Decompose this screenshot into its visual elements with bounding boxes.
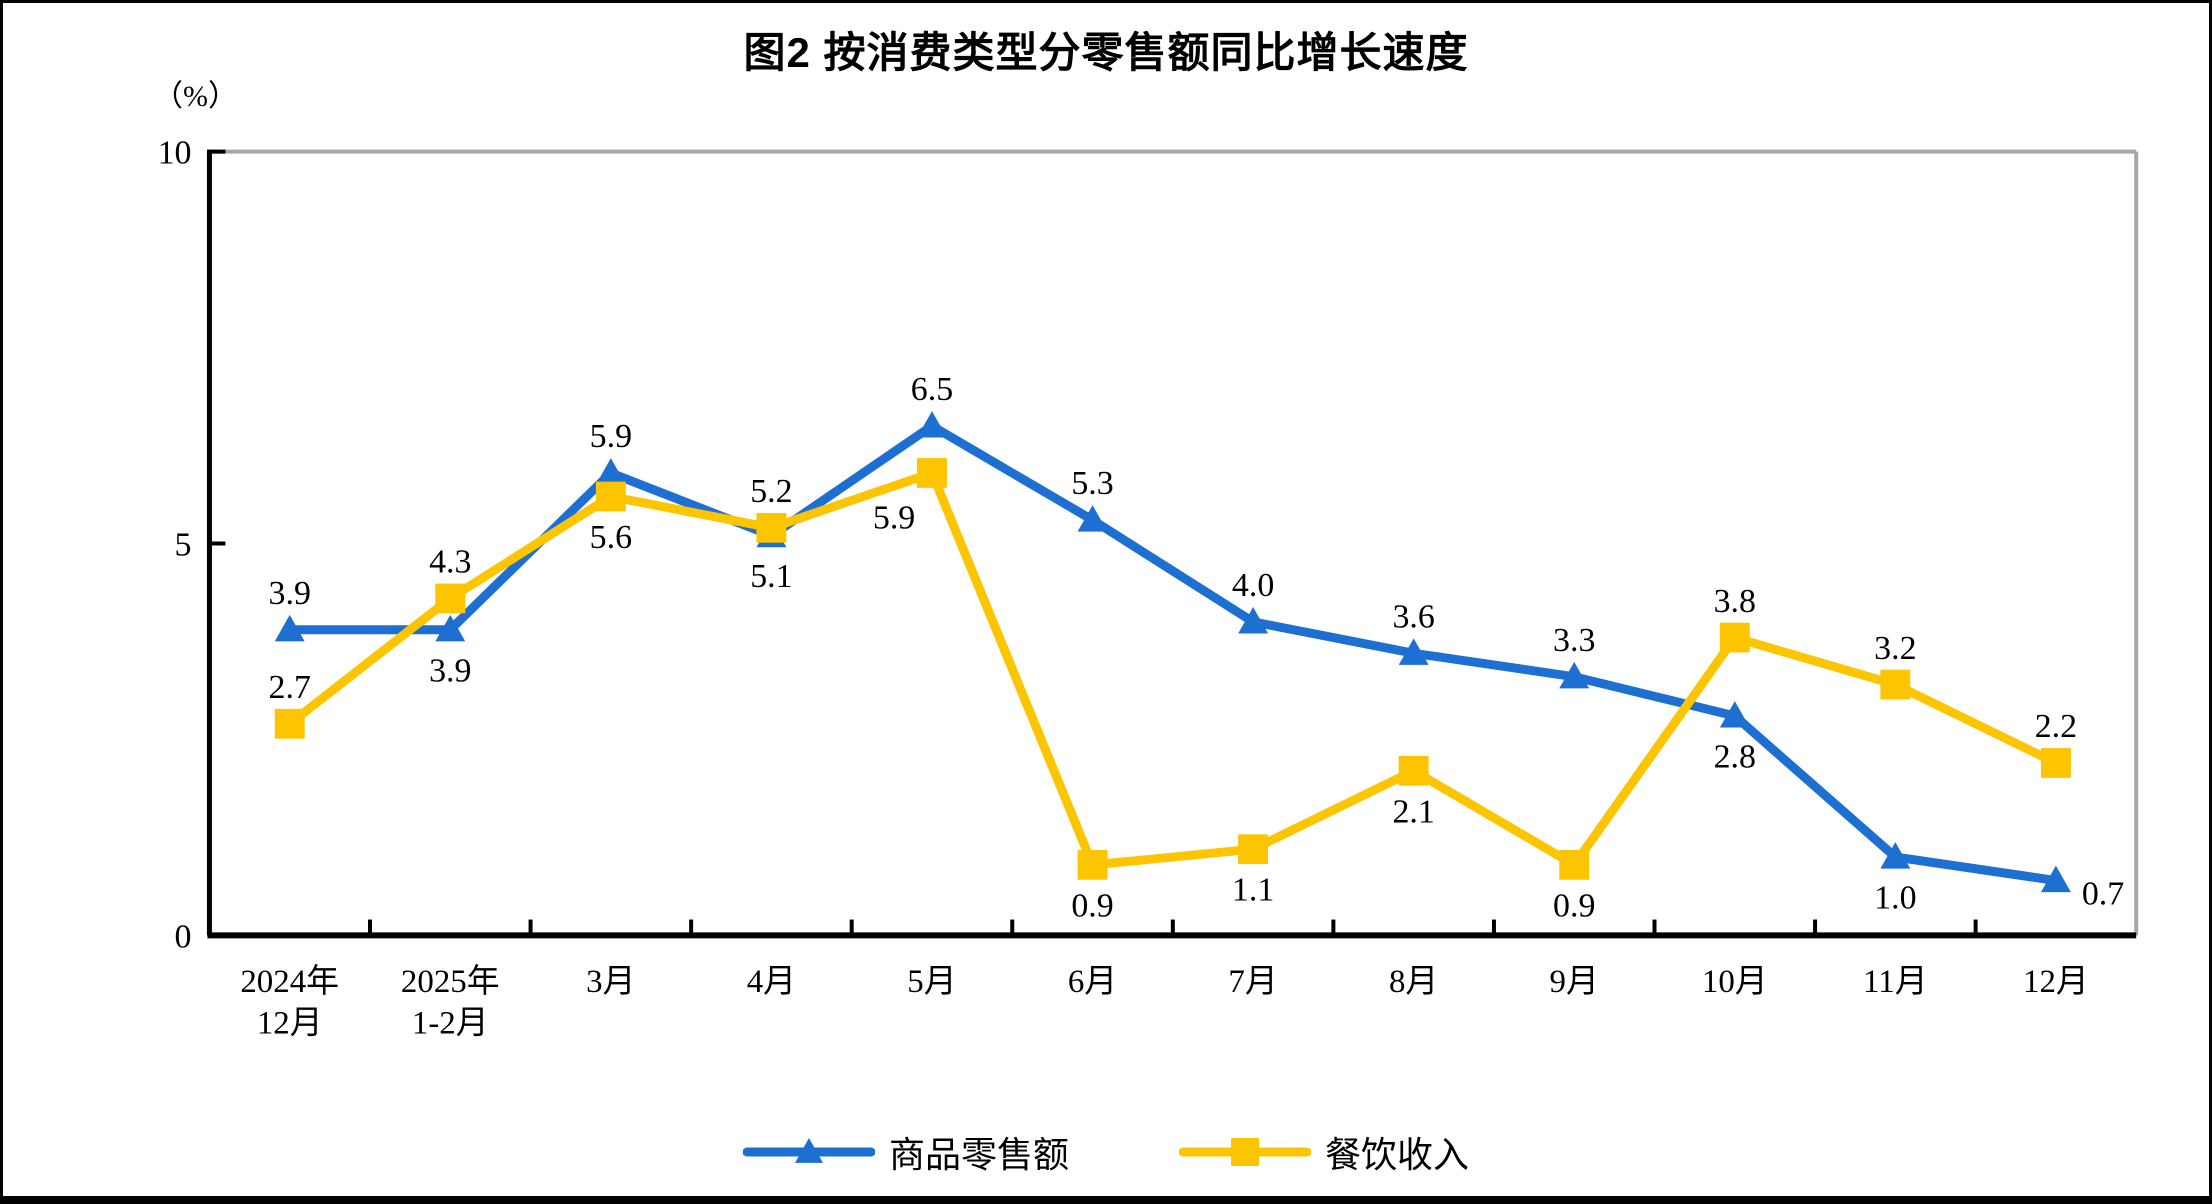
data-value-label: 4.0	[1232, 567, 1274, 604]
data-value-label: 3.2	[1874, 630, 1916, 667]
data-value-label: 0.7	[2082, 875, 2124, 912]
data-point-marker	[1719, 622, 1750, 653]
data-value-label: 5.9	[873, 500, 915, 537]
x-category-label: 2024年 12月	[240, 963, 339, 1041]
data-value-label: 1.0	[1874, 880, 1916, 917]
plot-area: 0 5 10 2024年 12月 2025年 1-2月 3月 4月 5月 6月 7月 8月 9月 10月 11…	[158, 135, 2139, 1041]
series-line-1	[285, 467, 2061, 871]
x-category-label: 10月	[1702, 964, 1768, 1000]
data-point-marker	[595, 481, 626, 512]
data-value-label: 2.8	[1714, 739, 1756, 776]
data-point-marker	[595, 458, 626, 485]
data-point-marker	[1238, 607, 1269, 634]
chart-title: 图2 按消费类型分零售额同比增长速度	[743, 29, 1469, 76]
legend-item-goods-retail: 商品零售额	[742, 1126, 1069, 1178]
data-value-label: 3.9	[269, 575, 311, 612]
data-point-marker	[1398, 755, 1429, 786]
data-point-marker	[2040, 865, 2071, 893]
data-point-marker	[274, 614, 305, 642]
data-point-marker	[1238, 834, 1269, 865]
data-point-marker	[756, 512, 787, 543]
data-value-label: 2.2	[2035, 708, 2077, 745]
data-value-label: 5.3	[1071, 465, 1113, 502]
x-category-label: 6月	[1068, 964, 1117, 1000]
data-point-marker	[794, 1138, 823, 1163]
data-point-marker	[2040, 748, 2071, 778]
data-value-label: 5.1	[750, 558, 792, 595]
y-tick-label: 10	[158, 135, 192, 172]
data-point-marker	[1077, 505, 1108, 532]
data-value-label: 4.3	[429, 544, 471, 581]
x-category-label: 3月	[586, 964, 635, 1000]
data-point-marker	[435, 614, 466, 642]
data-point-marker	[1559, 850, 1590, 880]
data-value-label: 5.6	[590, 519, 632, 556]
data-value-label: 3.3	[1553, 622, 1595, 659]
legend: 商品零售额 餐饮收入	[3, 1126, 2209, 1178]
data-value-label: 3.6	[1392, 599, 1434, 636]
x-category-label: 5月	[907, 964, 956, 1000]
catering-revenue-line-marker-icon	[1179, 1138, 1311, 1166]
legend-label-goods-retail: 商品零售额	[888, 1135, 1069, 1175]
data-point-marker	[435, 583, 466, 614]
data-point-marker	[1719, 701, 1750, 728]
y-axis-unit-label: （%）	[153, 80, 238, 113]
data-value-label: 2.7	[269, 669, 311, 706]
legend-label-catering-revenue: 餐饮收入	[1325, 1135, 1470, 1175]
series-line-0	[285, 420, 2061, 885]
legend-item-catering-revenue: 餐饮收入	[1179, 1126, 1469, 1178]
data-value-label: 6.5	[911, 371, 953, 408]
data-point-marker	[917, 458, 947, 488]
data-value-label: 1.1	[1232, 872, 1274, 909]
goods-retail-line-marker-icon	[742, 1138, 875, 1163]
data-value-label: 2.1	[1392, 793, 1434, 830]
data-point-marker	[1559, 661, 1590, 689]
data-value-label: 0.9	[1553, 887, 1595, 924]
data-point-marker	[917, 411, 947, 438]
x-category-label: 4月	[747, 964, 796, 1000]
data-point-marker	[1231, 1138, 1259, 1166]
y-tick-label: 5	[175, 527, 192, 564]
x-category-label: 11月	[1863, 964, 1928, 1000]
data-value-label: 3.9	[429, 652, 471, 689]
y-tick-label: 0	[175, 918, 192, 955]
x-category-label: 2025年 1-2月	[401, 963, 500, 1041]
data-point-marker	[1880, 669, 1911, 700]
data-value-label: 5.9	[590, 418, 632, 455]
x-category-label: 12月	[2023, 964, 2089, 1000]
data-value-label: 5.2	[750, 473, 792, 510]
data-value-label: 0.9	[1071, 887, 1113, 924]
data-point-marker	[274, 708, 305, 739]
data-point-marker	[1077, 850, 1108, 880]
x-category-label: 7月	[1228, 964, 1277, 1000]
x-category-label: 9月	[1550, 964, 1599, 1000]
data-value-label: 3.8	[1714, 583, 1756, 620]
data-point-marker	[1880, 842, 1911, 869]
data-point-marker	[1398, 638, 1429, 665]
x-category-label: 8月	[1389, 964, 1438, 1000]
